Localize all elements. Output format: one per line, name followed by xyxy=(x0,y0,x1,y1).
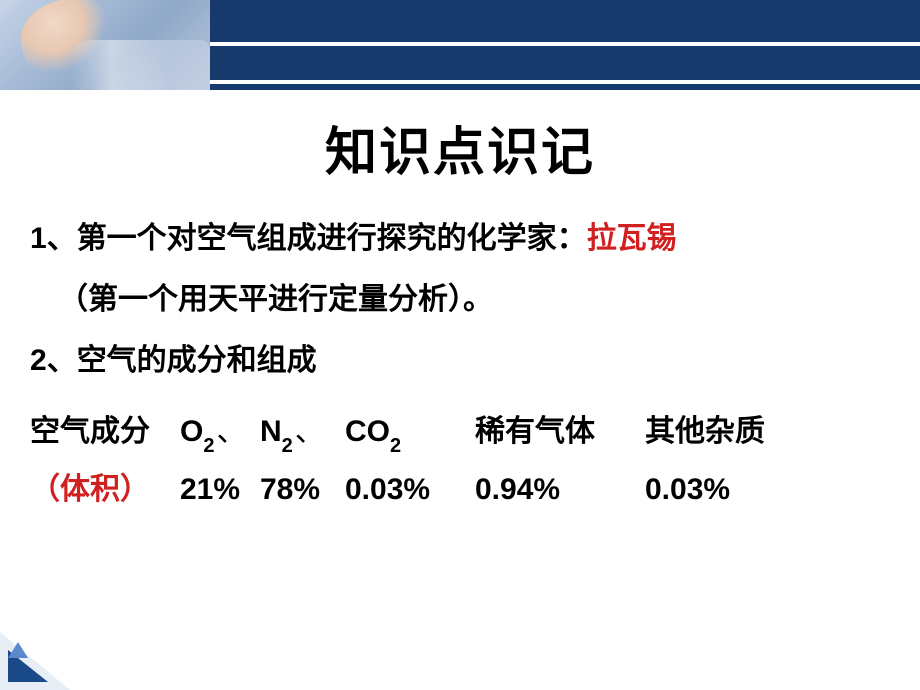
slide-content: 知识点识记 1、第一个对空气组成进行探究的化学家：拉瓦锡 （第一个用天平进行定量… xyxy=(0,90,920,518)
val-noble: 0.94% xyxy=(475,461,645,518)
col-o2: O2、 xyxy=(180,403,260,461)
point-1-line2: （第一个用天平进行定量分析）。 xyxy=(30,271,890,328)
val-o2: 21% xyxy=(180,461,260,518)
point-1: 1、第一个对空气组成进行探究的化学家：拉瓦锡 xyxy=(30,210,890,267)
point-2: 2、空气的成分和组成 xyxy=(30,332,890,389)
top-banner xyxy=(0,0,920,90)
point-sep: 、 xyxy=(47,344,77,377)
val-other: 0.03% xyxy=(645,461,775,518)
val-n2: 78% xyxy=(260,461,345,518)
col-other: 其他杂质 xyxy=(645,403,775,460)
table-header-row: 空气成分 O2、 N2、 CO2 稀有气体 其他杂质 xyxy=(30,403,890,461)
banner-photo xyxy=(0,0,210,90)
row-label-volume: （体积） xyxy=(30,461,180,518)
val-co2: 0.03% xyxy=(345,461,475,518)
point1-pre: 第一个对空气组成进行探究的化学家： xyxy=(77,222,587,255)
col-n2: N2、 xyxy=(260,403,345,461)
point2-text: 空气的成分和组成 xyxy=(77,344,317,377)
body-text: 1、第一个对空气组成进行探究的化学家：拉瓦锡 （第一个用天平进行定量分析）。 2… xyxy=(30,210,890,518)
point-sep: 、 xyxy=(47,222,77,255)
col-noble: 稀有气体 xyxy=(475,403,645,460)
composition-table: 空气成分 O2、 N2、 CO2 稀有气体 其他杂质 （体积） 21% 78% … xyxy=(30,403,890,518)
col-co2: CO2 xyxy=(345,403,475,461)
corner-decoration-icon xyxy=(0,632,70,690)
point-num: 1 xyxy=(30,222,47,255)
slide-title: 知识点识记 xyxy=(30,110,890,185)
table-value-row: （体积） 21% 78% 0.03% 0.94% 0.03% xyxy=(30,461,890,518)
point-num: 2 xyxy=(30,344,47,377)
banner-stripes xyxy=(210,0,920,90)
point1-highlight: 拉瓦锡 xyxy=(587,222,677,255)
row-label: 空气成分 xyxy=(30,403,180,460)
